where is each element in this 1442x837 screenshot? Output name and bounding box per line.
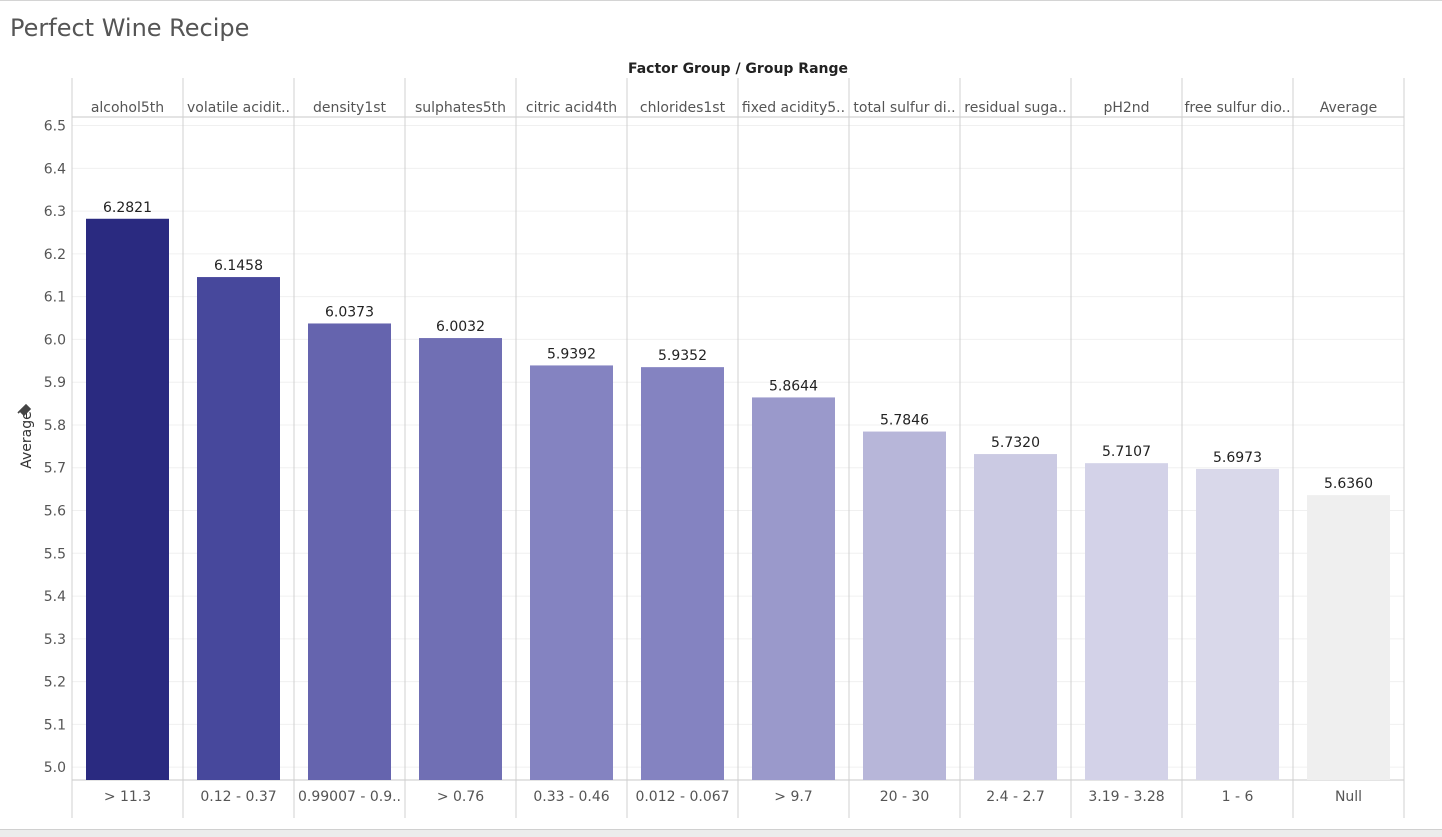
y-tick-label: 5.7 xyxy=(44,461,66,477)
range-label[interactable]: 0.33 - 0.46 xyxy=(533,789,609,805)
category-header-label[interactable]: Average xyxy=(1320,100,1378,116)
bar-value-label: 6.0032 xyxy=(436,319,485,335)
category-header-label[interactable]: sulphates5th xyxy=(415,100,506,116)
bar-value-label: 5.9392 xyxy=(547,346,596,362)
range-label[interactable]: 0.99007 - 0.9.. xyxy=(298,789,401,805)
bar-value-label: 6.0373 xyxy=(325,304,374,320)
category-header-label[interactable]: free sulfur dio.. xyxy=(1184,100,1290,116)
category-header-label[interactable]: residual suga.. xyxy=(964,100,1066,116)
bars xyxy=(86,218,1390,780)
range-label[interactable]: > 0.76 xyxy=(437,789,484,805)
bar-value-label: 6.1458 xyxy=(214,258,263,274)
y-tick-label: 5.0 xyxy=(44,760,66,776)
y-axis-label: Average xyxy=(19,411,35,469)
y-tick-label: 5.3 xyxy=(44,632,66,648)
top-border xyxy=(0,0,1442,1)
bar[interactable] xyxy=(1196,468,1279,780)
labels: 5.0 5.1 5.2 5.3 5.4 5.5 5.6 5.7 5.8 5.9 6.0 6.1 6.2 6… xyxy=(44,100,1378,805)
bar[interactable] xyxy=(86,218,169,780)
range-label[interactable]: 1 - 6 xyxy=(1222,789,1254,805)
category-header-label[interactable]: fixed acidity5.. xyxy=(742,100,845,116)
bar[interactable] xyxy=(974,454,1057,780)
bar-value-label: 5.7846 xyxy=(880,413,929,429)
y-tick-label: 6.4 xyxy=(44,161,66,177)
bar[interactable] xyxy=(308,323,391,780)
y-tick-label: 6.1 xyxy=(44,290,66,306)
y-tick-label: 5.9 xyxy=(44,375,66,391)
bar[interactable] xyxy=(641,367,724,780)
bar[interactable] xyxy=(530,365,613,780)
category-header-label[interactable]: citric acid4th xyxy=(526,100,617,116)
category-header-label[interactable]: chlorides1st xyxy=(640,100,726,116)
bar-value-label: 5.8644 xyxy=(769,378,818,394)
category-header-label[interactable]: density1st xyxy=(313,100,387,116)
bar[interactable] xyxy=(1085,463,1168,780)
bar-value-label: 6.2821 xyxy=(103,200,152,216)
bar[interactable] xyxy=(197,277,280,780)
bar-value-label: 5.6360 xyxy=(1324,476,1373,492)
range-label[interactable]: 3.19 - 3.28 xyxy=(1088,789,1164,805)
range-label[interactable]: 0.012 - 0.067 xyxy=(635,789,729,805)
bar-value-label: 5.7107 xyxy=(1102,444,1151,460)
range-label[interactable]: > 9.7 xyxy=(774,789,812,805)
category-header-label[interactable]: volatile acidit.. xyxy=(187,100,290,116)
y-tick-label: 5.6 xyxy=(44,504,66,520)
bar-value-label: 5.9352 xyxy=(658,348,707,364)
y-tick-label: 5.2 xyxy=(44,675,66,691)
y-tick-label: 6.2 xyxy=(44,247,66,263)
y-tick-label: 6.0 xyxy=(44,332,66,348)
y-tick-label: 6.3 xyxy=(44,204,66,220)
bar[interactable] xyxy=(752,397,835,780)
y-tick-label: 5.4 xyxy=(44,589,66,605)
bar-value-label: 5.6973 xyxy=(1213,450,1262,466)
bottom-border xyxy=(0,829,1442,837)
bar[interactable] xyxy=(419,338,502,780)
column-separators xyxy=(71,78,1405,818)
range-label[interactable]: 2.4 - 2.7 xyxy=(986,789,1044,805)
range-label[interactable]: 20 - 30 xyxy=(880,789,930,805)
range-label[interactable]: > 11.3 xyxy=(104,789,151,805)
bar[interactable] xyxy=(1307,495,1390,780)
column-header-title: Factor Group / Group Range xyxy=(628,61,848,77)
y-tick-label: 5.8 xyxy=(44,418,66,434)
category-header-label[interactable]: total sulfur di.. xyxy=(853,100,955,116)
y-tick-label: 6.5 xyxy=(44,119,66,135)
y-tick-label: 5.5 xyxy=(44,546,66,562)
page-title: Perfect Wine Recipe xyxy=(10,14,250,42)
range-label[interactable]: 0.12 - 0.37 xyxy=(200,789,276,805)
category-header-label[interactable]: pH2nd xyxy=(1103,100,1149,116)
pin-icon[interactable] xyxy=(17,403,32,417)
bar[interactable] xyxy=(863,431,946,780)
category-header-label[interactable]: alcohol5th xyxy=(91,100,164,116)
bar-value-label: 5.7320 xyxy=(991,435,1040,451)
y-tick-label: 5.1 xyxy=(44,717,66,733)
range-label[interactable]: Null xyxy=(1335,789,1362,805)
